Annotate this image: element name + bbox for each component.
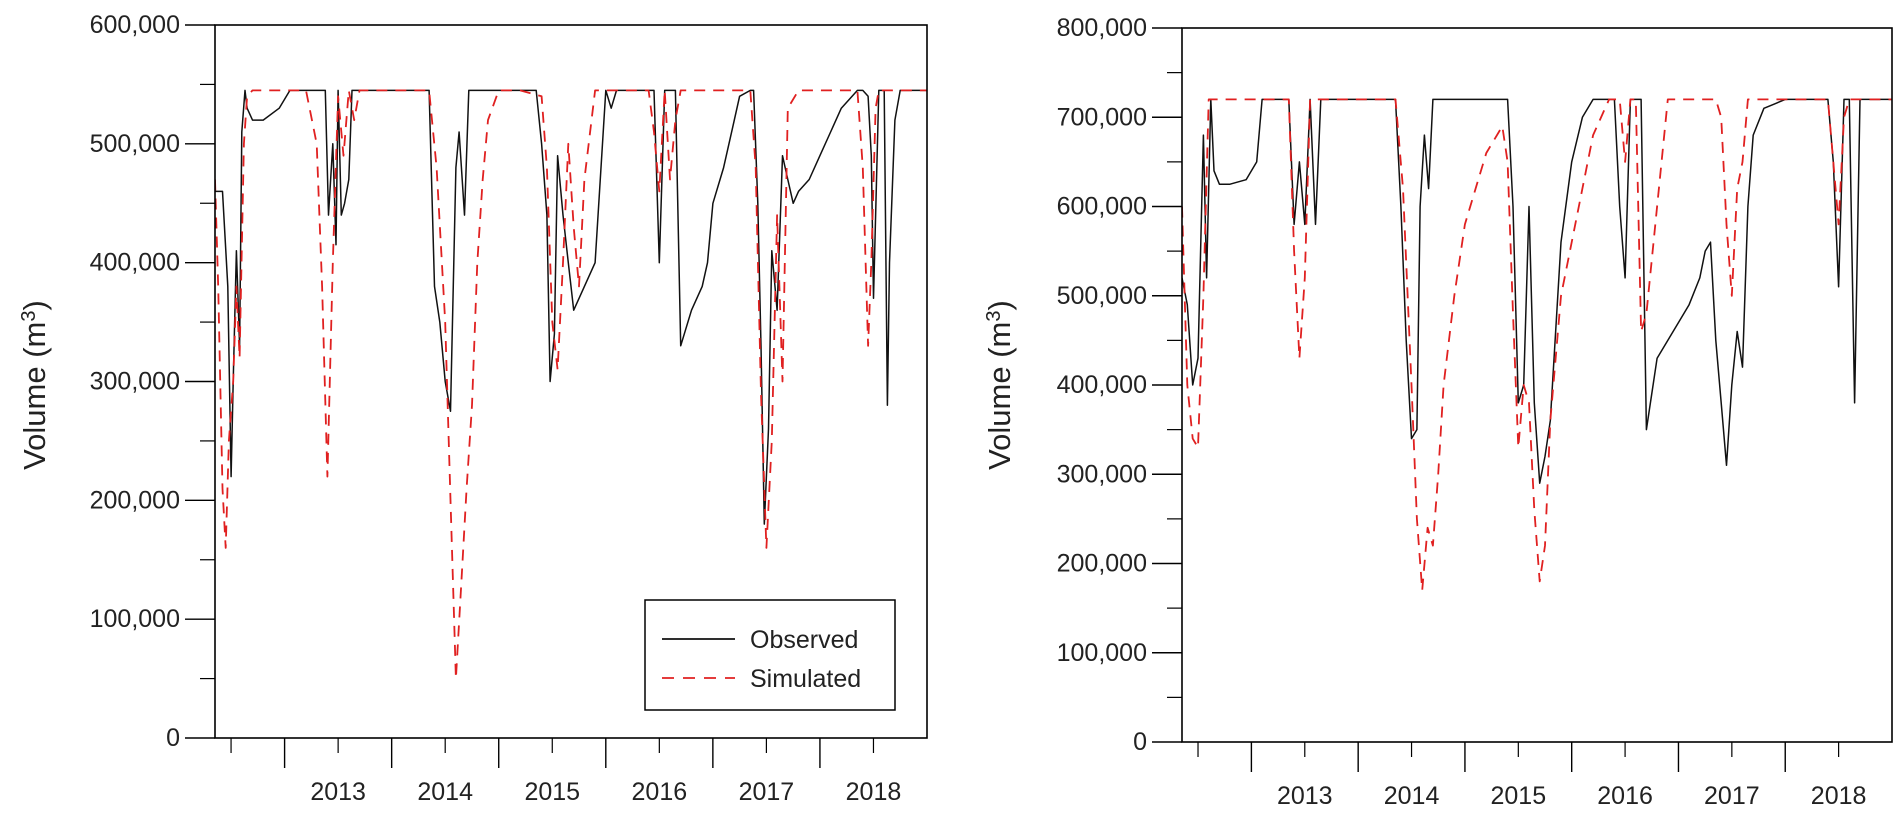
left-plot-lines [215, 89, 927, 680]
right-x-tick-label: 2016 [1597, 782, 1653, 810]
right-y-tick-label: 200,000 [1057, 550, 1147, 578]
left-y-tick-label: 200,000 [90, 486, 180, 514]
left-series-observed-line [215, 89, 927, 525]
left-x-tick-label: 2018 [846, 778, 902, 806]
right-y-axis-title: Volume (m3) [982, 300, 1017, 470]
left-x-tick-label: 2017 [739, 778, 795, 806]
right-plot-frame [1181, 27, 1893, 743]
left-y-tick-label: 100,000 [90, 605, 180, 633]
right-y-ticks: 0 100,000 200,000 300,000 400,000 500,000 600,… [1057, 14, 1182, 756]
right-y-tick-label: 0 [1133, 728, 1147, 756]
right-chart: Volume (m3) 0 100,000 200,000 300,000 400,00… [982, 14, 1893, 810]
right-y-tick-label: 600,000 [1057, 193, 1147, 221]
left-x-ticks: 2013 2014 2015 2016 2017 2018 [230, 738, 902, 806]
right-series-simulated-line [1182, 98, 1892, 592]
left-y-axis-title: Volume (m3) [17, 300, 52, 470]
right-x-tick-label: 2013 [1277, 782, 1333, 810]
right-x-tick-label: 2014 [1384, 782, 1440, 810]
right-plot-lines [1182, 98, 1892, 592]
left-series-simulated-line [215, 89, 927, 680]
right-x-tick-label: 2018 [1811, 782, 1867, 810]
right-y-tick-label: 100,000 [1057, 639, 1147, 667]
right-y-tick-label: 300,000 [1057, 460, 1147, 488]
right-y-tick-label: 500,000 [1057, 282, 1147, 310]
left-plot-frame [214, 24, 928, 739]
right-series-observed-line [1182, 98, 1892, 484]
right-y-tick-label: 700,000 [1057, 103, 1147, 131]
right-y-tick-label: 800,000 [1057, 14, 1147, 42]
left-y-tick-label: 400,000 [90, 249, 180, 277]
left-y-tick-label: 500,000 [90, 130, 180, 158]
left-y-tick-label: 300,000 [90, 368, 180, 396]
left-y-tick-label: 0 [166, 724, 180, 752]
right-x-tick-label: 2017 [1704, 782, 1760, 810]
left-x-tick-label: 2013 [310, 778, 366, 806]
left-x-tick-label: 2014 [417, 778, 473, 806]
right-x-tick-label: 2015 [1491, 782, 1547, 810]
legend-box [644, 599, 896, 711]
left-y-ticks: 0 100,000 200,000 300,000 400,000 500,000 600,… [90, 11, 215, 752]
legend-observed-label: Observed [750, 626, 858, 654]
legend-simulated-label: Simulated [750, 665, 861, 693]
right-x-ticks: 2013 2014 2015 2016 2017 2018 [1197, 742, 1867, 810]
legend: Observed Simulated [644, 599, 896, 711]
left-y-tick-label: 600,000 [90, 11, 180, 39]
left-x-tick-label: 2015 [524, 778, 580, 806]
right-y-tick-label: 400,000 [1057, 371, 1147, 399]
left-x-tick-label: 2016 [632, 778, 688, 806]
left-chart: Volume (m3) 0 100,000 200,000 300,000 400,00… [17, 11, 928, 806]
